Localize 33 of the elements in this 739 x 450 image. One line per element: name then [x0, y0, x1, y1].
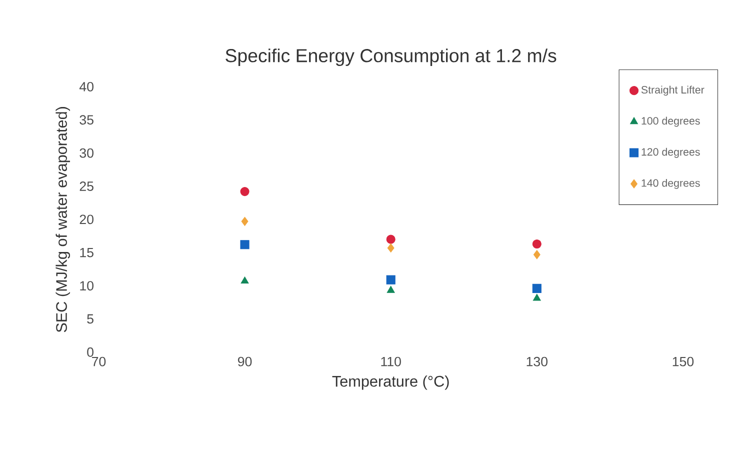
x-tick-label: 90 — [238, 357, 252, 367]
x-tick-label: 70 — [92, 357, 106, 367]
y-tick-label: 5 — [87, 314, 94, 324]
legend-label: Straight Lifter — [641, 86, 704, 96]
x-axis-title: Temperature (°C) — [332, 376, 449, 390]
x-tick-label: 150 — [672, 357, 694, 367]
y-tick-label: 40 — [79, 82, 94, 92]
y-tick-label: 0 — [87, 348, 94, 358]
point — [533, 250, 540, 260]
y-tick-label: 35 — [80, 115, 94, 125]
point — [532, 294, 541, 302]
point — [387, 244, 394, 253]
point — [532, 240, 542, 249]
y-tick-label: 20 — [80, 214, 94, 224]
x-tick-label: 130 — [526, 357, 548, 367]
point — [386, 286, 395, 294]
point — [386, 235, 396, 244]
point — [241, 217, 248, 226]
point — [240, 276, 249, 284]
point — [240, 240, 250, 250]
y-axis-title: SEC (MJ/kg of water evaporated) — [56, 107, 70, 332]
legend-label: 120 degrees — [642, 148, 700, 158]
y-tick-label: 15 — [80, 248, 94, 258]
y-tick-label: 25 — [80, 182, 94, 192]
chart-title: Specific Energy Consumption at 1.2 m/s — [226, 48, 556, 66]
legend-label: 140 degrees — [642, 179, 700, 190]
x-tick-label: 110 — [381, 357, 401, 367]
point — [240, 187, 250, 196]
y-tick-label: 10 — [80, 281, 94, 291]
point — [386, 276, 396, 285]
point — [532, 284, 542, 294]
legend-label: 100 degrees — [642, 117, 700, 127]
y-tick-label: 30 — [80, 148, 94, 158]
